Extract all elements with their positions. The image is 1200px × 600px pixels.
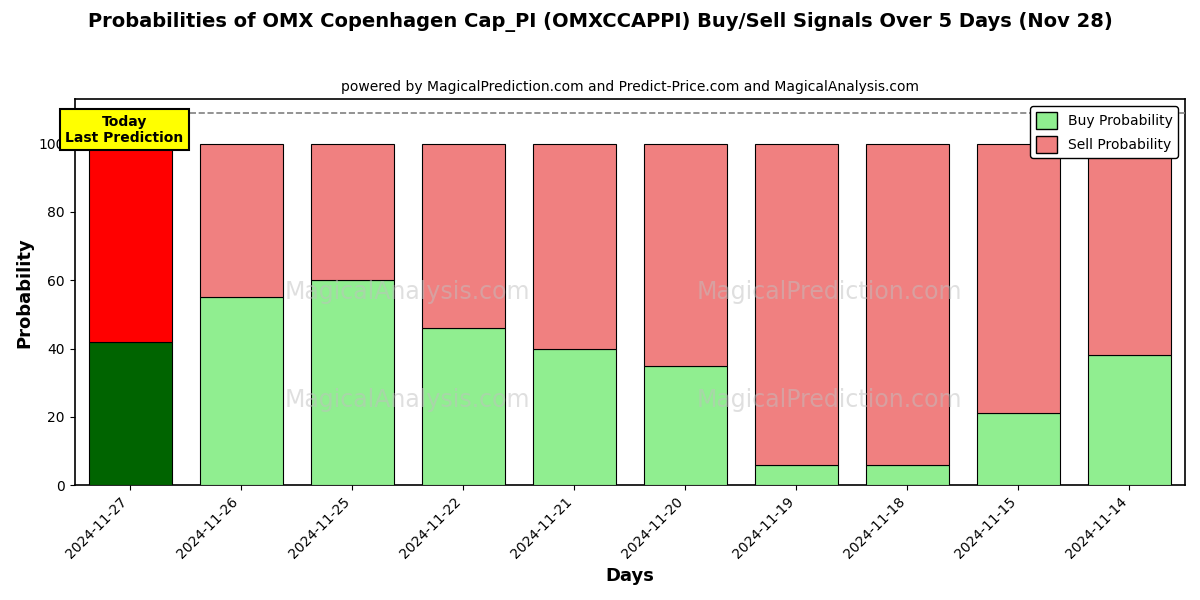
Bar bbox=[977, 144, 1060, 413]
Bar bbox=[89, 144, 172, 342]
Bar bbox=[1088, 355, 1171, 485]
Bar bbox=[643, 365, 727, 485]
Bar bbox=[643, 144, 727, 365]
Bar bbox=[311, 280, 394, 485]
Text: MagicalPrediction.com: MagicalPrediction.com bbox=[697, 280, 962, 304]
Bar bbox=[755, 144, 838, 464]
Text: Today
Last Prediction: Today Last Prediction bbox=[66, 115, 184, 145]
Bar bbox=[199, 144, 283, 298]
X-axis label: Days: Days bbox=[605, 567, 654, 585]
Title: powered by MagicalPrediction.com and Predict-Price.com and MagicalAnalysis.com: powered by MagicalPrediction.com and Pre… bbox=[341, 80, 919, 94]
Bar bbox=[421, 328, 505, 485]
Bar bbox=[533, 349, 616, 485]
Bar bbox=[865, 464, 949, 485]
Text: MagicalAnalysis.com: MagicalAnalysis.com bbox=[286, 280, 530, 304]
Bar bbox=[199, 298, 283, 485]
Bar bbox=[865, 144, 949, 464]
Bar bbox=[755, 464, 838, 485]
Legend: Buy Probability, Sell Probability: Buy Probability, Sell Probability bbox=[1030, 106, 1178, 158]
Bar bbox=[533, 144, 616, 349]
Bar bbox=[421, 144, 505, 328]
Bar bbox=[977, 413, 1060, 485]
Bar bbox=[1088, 144, 1171, 355]
Text: Probabilities of OMX Copenhagen Cap_PI (OMXCCAPPI) Buy/Sell Signals Over 5 Days : Probabilities of OMX Copenhagen Cap_PI (… bbox=[88, 12, 1112, 32]
Y-axis label: Probability: Probability bbox=[16, 237, 34, 347]
Text: MagicalAnalysis.com: MagicalAnalysis.com bbox=[286, 388, 530, 412]
Text: MagicalPrediction.com: MagicalPrediction.com bbox=[697, 388, 962, 412]
Bar bbox=[311, 144, 394, 280]
Bar bbox=[89, 342, 172, 485]
